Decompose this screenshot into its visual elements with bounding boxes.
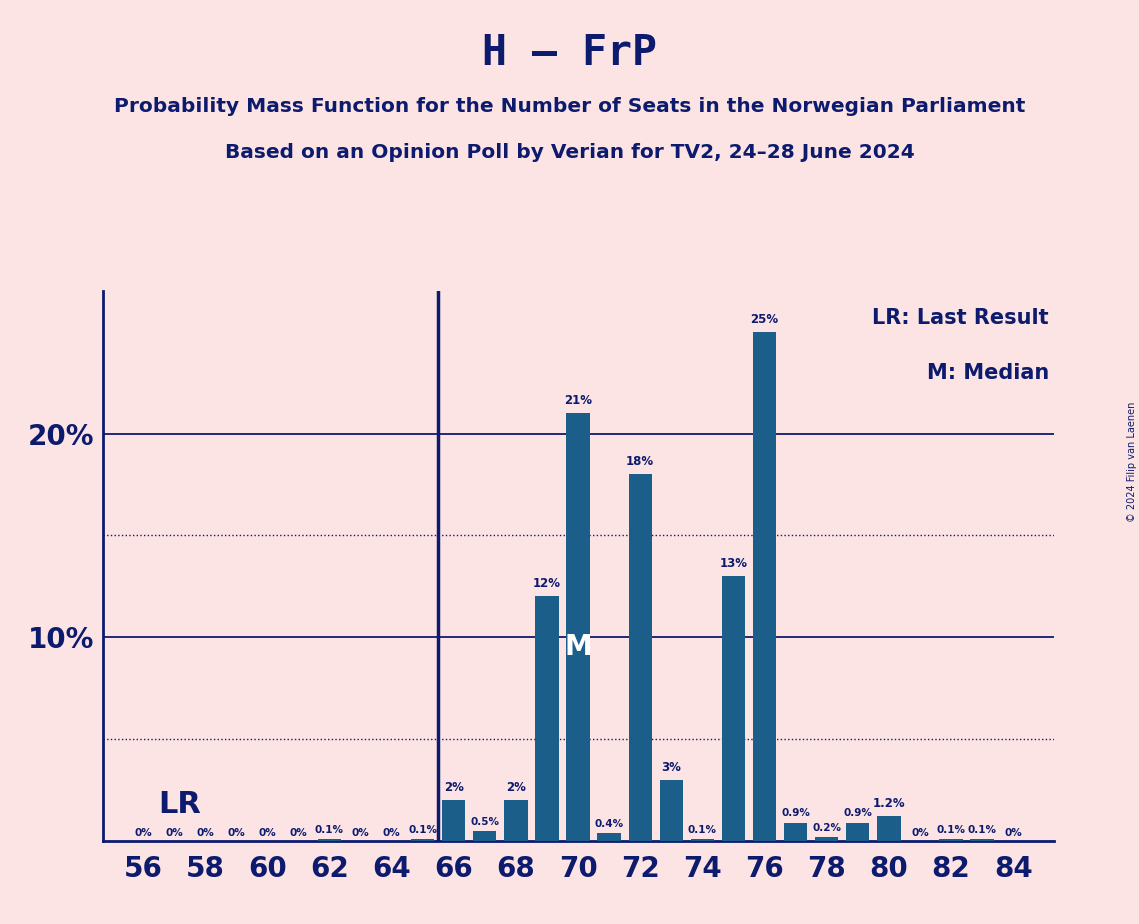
Text: 0%: 0% (1005, 828, 1022, 838)
Text: 0%: 0% (196, 828, 214, 838)
Text: 0%: 0% (352, 828, 369, 838)
Text: 0.1%: 0.1% (688, 825, 716, 834)
Bar (473, 831, 497, 841)
Bar (629, 474, 652, 841)
Text: 0.2%: 0.2% (812, 822, 842, 833)
Bar (816, 837, 838, 841)
Text: © 2024 Filip van Laenen: © 2024 Filip van Laenen (1126, 402, 1137, 522)
Bar (318, 839, 341, 841)
Bar (535, 597, 558, 841)
Text: 0.9%: 0.9% (781, 808, 810, 819)
Bar (722, 577, 745, 841)
Bar (940, 839, 962, 841)
Bar (411, 839, 434, 841)
Bar (877, 817, 901, 841)
Text: 0.1%: 0.1% (314, 825, 344, 834)
Text: 0.5%: 0.5% (470, 817, 499, 827)
Text: 2%: 2% (444, 781, 464, 794)
Text: 0%: 0% (383, 828, 401, 838)
Text: 0%: 0% (134, 828, 151, 838)
Text: 0.1%: 0.1% (408, 825, 437, 834)
Text: 0%: 0% (228, 828, 245, 838)
Text: 0%: 0% (289, 828, 308, 838)
Bar (566, 413, 590, 841)
Bar (505, 800, 527, 841)
Text: 0.1%: 0.1% (936, 825, 966, 834)
Text: LR: LR (158, 790, 202, 819)
Text: LR: Last Result: LR: Last Result (872, 308, 1049, 327)
Bar (753, 332, 776, 841)
Text: 1.2%: 1.2% (872, 797, 906, 810)
Text: 25%: 25% (751, 312, 779, 325)
Text: 21%: 21% (564, 395, 592, 407)
Text: 0.1%: 0.1% (968, 825, 997, 834)
Text: 2%: 2% (506, 781, 526, 794)
Text: M: Median: M: Median (926, 362, 1049, 383)
Text: Probability Mass Function for the Number of Seats in the Norwegian Parliament: Probability Mass Function for the Number… (114, 97, 1025, 116)
Bar (659, 780, 683, 841)
Bar (690, 839, 714, 841)
Text: 12%: 12% (533, 578, 562, 590)
Text: 0%: 0% (165, 828, 183, 838)
Bar (442, 800, 466, 841)
Text: 0%: 0% (259, 828, 276, 838)
Text: 18%: 18% (626, 456, 654, 468)
Bar (784, 822, 808, 841)
Text: H – FrP: H – FrP (482, 32, 657, 74)
Text: 3%: 3% (662, 760, 681, 773)
Text: 0.4%: 0.4% (595, 819, 624, 829)
Bar (598, 833, 621, 841)
Text: Based on an Opinion Poll by Verian for TV2, 24–28 June 2024: Based on an Opinion Poll by Verian for T… (224, 143, 915, 163)
Text: 0%: 0% (911, 828, 928, 838)
Text: 0.9%: 0.9% (843, 808, 872, 819)
Bar (846, 822, 869, 841)
Bar (970, 839, 993, 841)
Text: M: M (564, 633, 592, 662)
Text: 13%: 13% (720, 557, 747, 570)
